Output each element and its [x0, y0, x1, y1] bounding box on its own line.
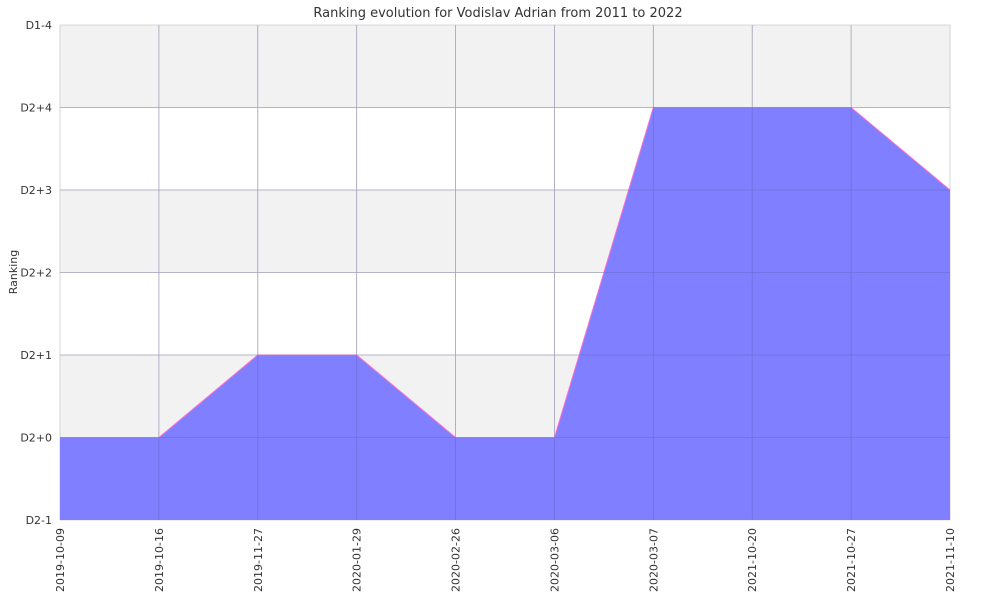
x-tick-label: 2021-10-20 — [746, 528, 759, 592]
x-tick-label: 2019-11-27 — [252, 528, 265, 592]
series-area — [60, 107, 950, 520]
x-tick-label: 2021-11-10 — [944, 528, 957, 592]
y-tick-label: D2+3 — [20, 184, 52, 197]
x-tick-label: 2019-10-16 — [153, 528, 166, 592]
y-tick-label: D2+2 — [20, 267, 52, 280]
grid-overlay — [60, 25, 950, 520]
grid-band — [60, 25, 950, 108]
y-axis-label: Ranking — [7, 250, 20, 295]
y-tick-label: D2+4 — [20, 102, 52, 115]
x-tick-label: 2020-02-26 — [450, 528, 463, 592]
y-tick-label: D2-1 — [26, 514, 52, 527]
x-tick-label: 2021-10-27 — [845, 528, 858, 592]
y-tick-label: D1-4 — [26, 19, 52, 32]
x-tick-label: 2020-03-06 — [548, 528, 561, 592]
x-tick-label: 2019-10-09 — [54, 528, 67, 592]
x-tick-labels: 2019-10-09 2019-10-16 2019-11-27 2020-01-29… — [54, 528, 957, 592]
y-tick-label: D2+1 — [20, 349, 52, 362]
y-tick-labels: D2-1 D2+0 D2+1 D2+2 D2+3 D2+4 D1-4 — [20, 19, 52, 527]
series-line — [60, 107, 951, 438]
x-tick-label: 2020-01-29 — [351, 528, 364, 592]
chart-title: Ranking evolution for Vodislav Adrian fr… — [313, 6, 682, 21]
series-layer — [60, 25, 951, 520]
x-tick-label: 2020-03-07 — [647, 528, 660, 592]
y-tick-label: D2+0 — [20, 432, 52, 445]
